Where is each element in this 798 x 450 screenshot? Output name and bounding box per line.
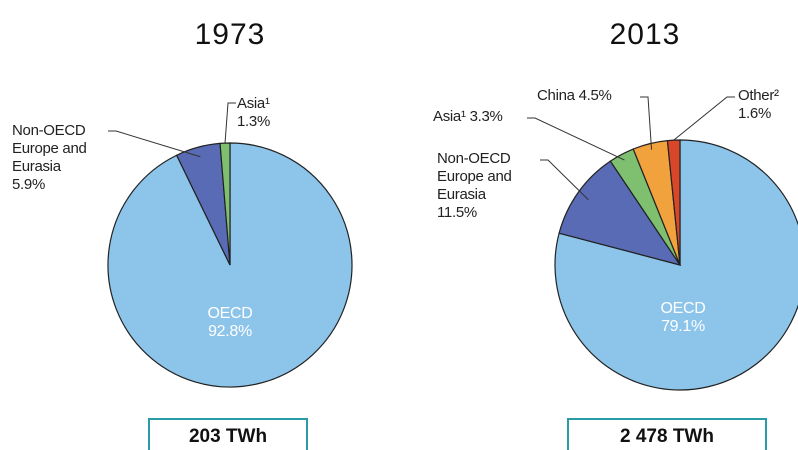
slice-name: OECD [660, 300, 706, 317]
slice-label: OECD 92.8% [170, 305, 290, 341]
chart-title: 1973 [194, 18, 266, 51]
slice-value: 79.1% [661, 318, 705, 335]
total-box: 2 478 TWh [567, 418, 767, 450]
slice-name: Other² [738, 87, 779, 104]
slice-name: Asia¹ [433, 108, 466, 125]
slice-name: Non-OECD Europe and Eurasia [12, 122, 87, 175]
slice-label: China 4.5% [537, 87, 647, 105]
pie-slice [558, 160, 682, 266]
slice-name: Non-OECD Europe and Eurasia [437, 150, 512, 203]
slice-label: Other² 1.6% [738, 87, 798, 123]
slice-label: Asia¹ 1.3% [237, 95, 297, 131]
slice-label: Asia¹ 3.3% [433, 108, 543, 126]
leader-line [108, 130, 201, 158]
slice-value: 1.3% [237, 113, 270, 130]
slice-value: 3.3% [469, 108, 503, 125]
leader-line [224, 102, 236, 144]
total-box: 203 TWh [148, 418, 308, 450]
slice-value: 92.8% [208, 323, 252, 340]
slice-value: 4.5% [578, 87, 612, 104]
slice-label: Non-OECD Europe and Eurasia 11.5% [437, 150, 547, 222]
chart-title: 2013 [609, 18, 681, 51]
leader-line [673, 96, 735, 141]
slice-label: Non-OECD Europe and Eurasia 5.9% [12, 122, 112, 194]
slice-label: OECD 79.1% [623, 300, 743, 336]
slice-value: 5.9% [12, 176, 45, 193]
leader-line [540, 159, 589, 201]
slice-value: 1.6% [738, 105, 771, 122]
slice-name: China [537, 87, 575, 104]
slice-name: Asia¹ [237, 95, 270, 112]
slice-name: OECD [207, 305, 253, 322]
pie-slice [219, 142, 231, 266]
slice-value: 11.5% [437, 204, 477, 221]
leader-line [640, 96, 653, 150]
pie-slice [554, 139, 798, 391]
leader-line [527, 117, 625, 161]
